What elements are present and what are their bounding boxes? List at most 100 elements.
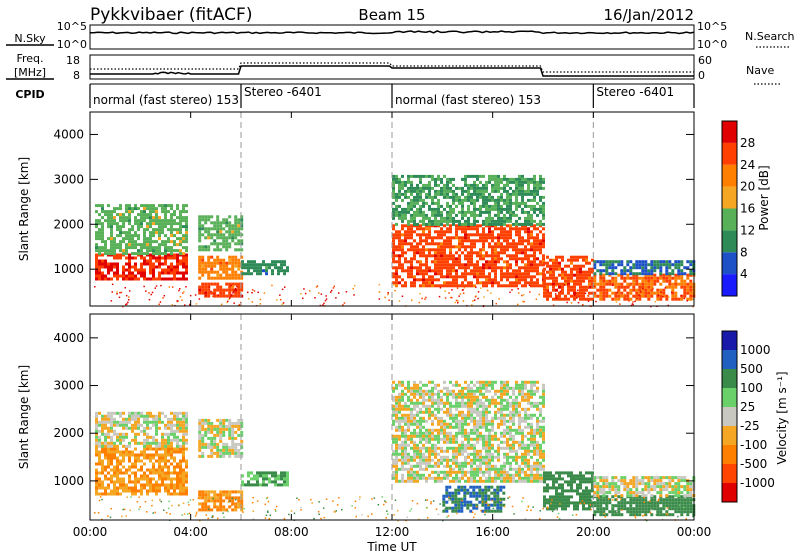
heatmap-cell [494,389,497,393]
heatmap-cell [95,453,98,457]
heatmap-cell [517,303,519,306]
heatmap-cell [479,272,482,276]
heatmap-cell [660,291,662,293]
heatmap-cell [509,401,512,405]
heatmap-cell [626,260,630,264]
heatmap-cell [482,440,485,444]
heatmap-cell [134,480,137,484]
heatmap-cell [443,254,446,258]
heatmap-cell [449,213,452,217]
heatmap-cell [479,413,482,417]
heatmap-cell [461,222,464,226]
heatmap-cell [588,270,591,274]
heatmap-cell [535,298,538,300]
heatmap-cell [443,281,446,285]
heatmap-cell [428,440,431,444]
heatmap-cell [407,398,410,402]
heatmap-cell [179,296,182,298]
heatmap-cell [222,221,226,225]
heatmap-cell [216,427,220,431]
heatmap-cell [143,274,146,278]
heatmap-cell [170,204,173,208]
heatmap-cell [413,266,416,270]
heatmap-cell [107,492,110,496]
heatmap-cell [476,260,479,264]
heatmap-cell [425,284,428,288]
heatmap-cell [573,258,576,262]
heatmap-cell [506,245,509,249]
heatmap-cell [198,224,202,228]
heatmap-cell [413,395,416,399]
heatmap-cell [482,386,485,390]
heatmap-cell [518,257,521,261]
heatmap-cell [122,274,125,278]
heatmap-cell [467,236,470,240]
heatmap-cell [467,198,470,202]
heatmap-cell [225,282,229,286]
heatmap-cell [599,272,603,276]
heatmap-cell [149,411,152,415]
heatmap-cell [692,298,694,300]
heatmap-cell [225,445,229,449]
heatmap-cell [485,219,488,223]
nsearch-tick-bottom: 10^0 [697,38,727,51]
heatmap-cell [650,269,654,273]
heatmap-cell [686,266,690,270]
heatmap-cell [198,448,202,452]
heatmap-cell [152,222,155,226]
heatmap-cell [113,249,116,253]
heatmap-cell [419,449,422,453]
heatmap-cell [473,392,476,396]
heatmap-cell [428,455,431,459]
heatmap-cell [155,414,158,418]
heatmap-cell [152,435,155,439]
heatmap-cell [98,420,101,424]
heatmap-cell [173,438,176,442]
heatmap-cell [644,260,648,264]
heatmap-cell [116,213,119,217]
heatmap-cell [413,389,416,393]
heatmap-cell [122,219,125,223]
heatmap-cell [503,431,506,435]
heatmap-cell [470,476,473,480]
heatmap-cell [539,260,542,264]
heatmap-cell [158,246,161,250]
heatmap-cell [443,455,446,459]
heatmap-cell [395,272,398,276]
heatmap-cell [185,411,188,415]
heatmap-cell [686,291,690,295]
heatmap-cell [629,269,633,273]
heatmap-cell [533,198,536,202]
heatmap-cell [422,398,425,402]
heatmap-cell [201,427,205,431]
heatmap-cell [234,230,238,234]
heatmap-cell [428,476,431,480]
heatmap-cell [683,279,687,283]
heatmap-cell [404,251,407,255]
heatmap-cell [410,269,413,273]
heatmap-cell [140,474,143,478]
heatmap-cell [555,282,558,286]
heatmap-cell [410,198,413,202]
heatmap-cell [449,204,452,208]
heatmap-cell [185,256,188,260]
heatmap-cell [422,446,425,450]
heatmap-cell [518,201,521,205]
heatmap-cell [446,236,449,240]
heatmap-cell [530,284,533,288]
heatmap-cell [542,210,545,214]
heatmap-cell [509,275,512,279]
heatmap-cell [128,459,131,463]
heatmap-cell [644,291,648,295]
heatmap-cell [392,227,395,231]
heatmap-cell [434,401,437,405]
heatmap-cell [491,263,494,267]
heatmap-cell [392,183,395,187]
heatmap-cell [539,222,542,226]
heatmap-cell [635,266,639,270]
heatmap-cell [455,404,458,408]
heatmap-cell [509,230,512,234]
heatmap-cell [419,425,422,429]
heatmap-cell [443,224,446,228]
